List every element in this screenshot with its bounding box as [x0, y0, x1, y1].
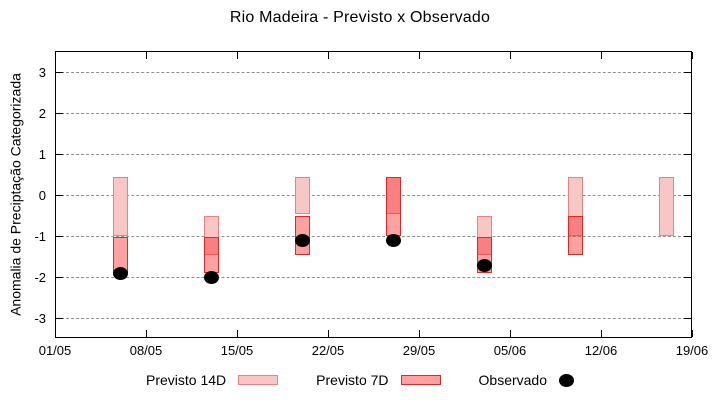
- observado-point: [112, 266, 128, 280]
- y-tick-right: [684, 277, 691, 278]
- y-tick-label: -3: [34, 310, 46, 326]
- x-tick-label: 22/05: [311, 343, 345, 358]
- x-tick-bottom: [509, 330, 511, 337]
- x-tick-top: [54, 52, 56, 59]
- y-tick-label: 2: [38, 105, 46, 121]
- legend: Previsto 14D Previsto 7D Observado: [0, 372, 720, 388]
- observado-point: [203, 271, 219, 284]
- y-tick-right: [684, 318, 691, 319]
- y-tick-right: [684, 236, 691, 237]
- y-tick-left: [56, 154, 63, 155]
- y-tick-label: 0: [38, 187, 46, 203]
- y-tick-left: [56, 195, 63, 196]
- x-tick-bottom: [236, 330, 238, 337]
- y-tick-left: [56, 277, 63, 278]
- previsto-14d-swatch: [238, 375, 279, 385]
- observado-point: [476, 258, 492, 272]
- y-tick-left: [56, 236, 63, 237]
- previsto-7d-bar: [567, 216, 583, 255]
- previsto-14d-bar: [476, 216, 492, 255]
- y-tick-left: [56, 318, 63, 319]
- y-gridline: [56, 317, 691, 319]
- x-tick-top: [509, 52, 511, 59]
- previsto-14d-bar: [203, 216, 219, 255]
- y-tick-right: [684, 113, 691, 114]
- y-tick-right: [684, 154, 691, 155]
- x-tick-label: 15/05: [220, 343, 254, 358]
- x-tick-label: 29/05: [402, 343, 436, 358]
- x-tick-label: 12/06: [584, 343, 618, 358]
- legend-item-observado: Observado: [479, 372, 574, 388]
- y-gridline: [56, 276, 691, 278]
- y-tick-right: [684, 72, 691, 73]
- previsto-14d-bar: [112, 177, 128, 237]
- y-tick-left: [56, 72, 63, 73]
- observado-marker-icon: [559, 373, 574, 387]
- chart-title: Rio Madeira - Previsto x Observado: [229, 9, 491, 26]
- previsto-14d-bar: [658, 177, 674, 237]
- x-tick-top: [327, 52, 329, 59]
- legend-item-previsto-7d: Previsto 7D: [316, 372, 441, 388]
- legend-item-previsto-14d: Previsto 14D: [146, 372, 279, 388]
- y-tick-right: [684, 195, 691, 196]
- legend-label-observado: Observado: [478, 372, 547, 388]
- y-gridline: [56, 71, 691, 73]
- y-tick-label: -2: [34, 269, 46, 285]
- axis-box: [55, 51, 692, 338]
- y-gridline: [56, 112, 691, 114]
- previsto-7d-bar: [203, 236, 219, 274]
- x-tick-label: 05/06: [493, 343, 527, 358]
- x-tick-label: 01/05: [38, 343, 72, 358]
- x-tick-bottom: [600, 330, 602, 337]
- previsto-14d-bar: [294, 177, 310, 214]
- y-gridline: [56, 153, 691, 155]
- y-tick-label: -1: [34, 228, 46, 244]
- x-tick-top: [418, 52, 420, 59]
- x-tick-top: [600, 52, 602, 59]
- x-tick-bottom: [691, 330, 693, 337]
- x-tick-top: [691, 52, 693, 59]
- previsto-14d-bar: [567, 177, 583, 237]
- y-gridline: [56, 235, 691, 237]
- x-tick-bottom: [145, 330, 147, 337]
- x-tick-top: [236, 52, 238, 59]
- x-tick-bottom: [327, 330, 329, 337]
- legend-label-previsto-7d: Previsto 7D: [316, 372, 389, 388]
- x-tick-top: [145, 52, 147, 59]
- x-tick-label: 19/06: [675, 343, 709, 358]
- observado-point: [294, 234, 310, 248]
- x-tick-bottom: [54, 330, 56, 337]
- observado-point: [385, 234, 401, 248]
- y-tick-left: [56, 113, 63, 114]
- y-tick-label: 3: [38, 64, 46, 80]
- x-tick-bottom: [418, 330, 420, 337]
- previsto-7d-swatch: [400, 375, 441, 385]
- previsto-7d-bar: [385, 177, 401, 237]
- x-tick-label: 08/05: [129, 343, 163, 358]
- y-gridline: [56, 194, 691, 196]
- legend-label-previsto-14d: Previsto 14D: [146, 372, 227, 388]
- y-tick-label: 1: [38, 146, 46, 162]
